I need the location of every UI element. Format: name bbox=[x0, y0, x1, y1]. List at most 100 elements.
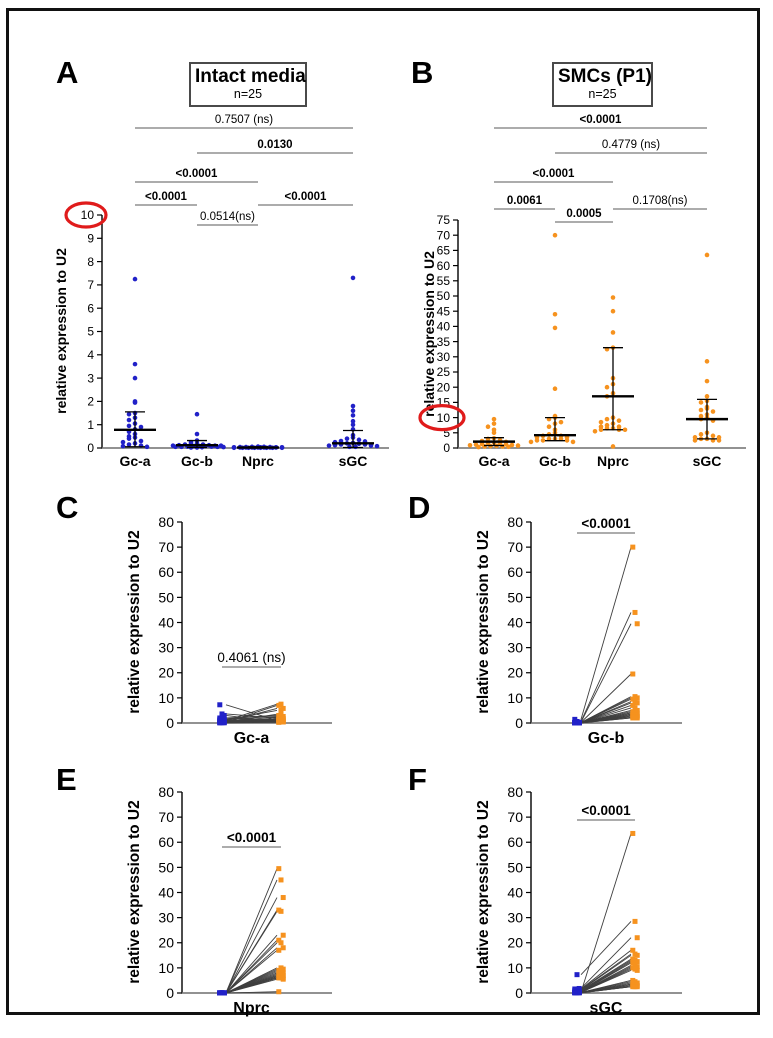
data-point bbox=[704, 378, 710, 384]
panel-d-letter: D bbox=[408, 490, 431, 525]
y-tick-label: 60 bbox=[507, 834, 523, 850]
data-point bbox=[610, 295, 616, 300]
data-point bbox=[509, 442, 515, 448]
data-point-right bbox=[634, 959, 640, 965]
category-label: Gc-a bbox=[234, 730, 270, 747]
data-point bbox=[622, 427, 628, 433]
pair-line bbox=[225, 897, 278, 994]
data-point bbox=[506, 444, 511, 450]
y-tick-label: 80 bbox=[507, 514, 523, 530]
data-point-right bbox=[630, 947, 636, 953]
pair-line bbox=[225, 911, 278, 994]
data-point bbox=[467, 442, 473, 448]
data-point-right bbox=[634, 935, 640, 941]
pair-line bbox=[580, 986, 632, 994]
panel-a-title-box: Intact media n=25 bbox=[189, 62, 307, 107]
pair-line bbox=[225, 978, 278, 994]
data-point-right bbox=[634, 964, 640, 970]
data-point-right bbox=[276, 937, 282, 943]
data-point bbox=[279, 445, 285, 451]
data-point bbox=[347, 444, 352, 450]
y-tick-label: 10 bbox=[437, 411, 451, 425]
pair-line bbox=[225, 934, 278, 994]
data-point bbox=[704, 252, 710, 258]
y-tick-label: 30 bbox=[158, 910, 174, 926]
y-tick-label: 20 bbox=[437, 380, 451, 394]
panel-e-chart: 0 10 20 30 40 50 60 70 80 relative expression to … bbox=[126, 784, 332, 1017]
y-tick-label: 0 bbox=[443, 441, 450, 455]
data-point bbox=[698, 432, 704, 437]
pair-line bbox=[225, 713, 278, 723]
y-tick-label: 30 bbox=[507, 910, 523, 926]
y-tick-label: 75 bbox=[437, 213, 451, 227]
pair-line bbox=[580, 673, 632, 723]
data-point-right bbox=[276, 866, 282, 872]
p-value-label: <0.0001 bbox=[581, 516, 631, 531]
category-label: Gc-b bbox=[181, 453, 213, 469]
y-tick-label: 9 bbox=[87, 232, 94, 246]
y-tick-label: 35 bbox=[437, 335, 451, 349]
data-point bbox=[552, 311, 558, 317]
data-point bbox=[698, 400, 704, 405]
y-tick-label: 10 bbox=[158, 690, 174, 706]
data-point bbox=[604, 384, 610, 390]
y-tick-label: 50 bbox=[507, 859, 523, 875]
pair-line bbox=[225, 879, 278, 994]
data-point bbox=[491, 421, 497, 426]
panel-f-chart: 0 10 20 30 40 50 60 70 80 relative expression to … bbox=[475, 784, 682, 1017]
y-tick-label: 30 bbox=[437, 350, 451, 364]
data-point-right bbox=[632, 609, 638, 615]
data-point bbox=[598, 419, 604, 425]
y-tick-label: 3 bbox=[87, 371, 94, 385]
panel-a-title: Intact media bbox=[195, 66, 306, 87]
pair-line bbox=[580, 546, 632, 720]
panel-a-letter: A bbox=[56, 55, 79, 90]
data-point bbox=[126, 442, 132, 447]
data-point bbox=[610, 330, 616, 335]
panel-b-letter: B bbox=[411, 55, 434, 90]
p-value-label: <0.0001 bbox=[580, 114, 622, 126]
data-point bbox=[592, 428, 598, 434]
p-value-label: <0.0001 bbox=[176, 168, 218, 180]
p-value-label: 0.1708(ns) bbox=[633, 195, 688, 207]
pair-line bbox=[580, 833, 632, 993]
y-tick-label: 10 bbox=[158, 960, 174, 976]
pair-line bbox=[225, 721, 278, 724]
panel-b-n-label: n=25 bbox=[588, 86, 617, 101]
data-point bbox=[350, 422, 356, 428]
data-point-right bbox=[280, 705, 286, 711]
data-point-right bbox=[278, 711, 284, 717]
data-point bbox=[598, 427, 604, 433]
pair-line bbox=[225, 704, 278, 723]
data-point-left bbox=[576, 720, 582, 726]
data-point-right bbox=[634, 952, 640, 958]
pair-line bbox=[225, 949, 278, 994]
p-value-label: 0.0061 bbox=[507, 195, 543, 207]
y-tick-label: 0 bbox=[166, 715, 174, 731]
data-point bbox=[374, 443, 380, 449]
pair-line bbox=[580, 717, 632, 724]
data-point bbox=[221, 444, 226, 450]
category-label: Nprc bbox=[242, 453, 274, 469]
data-point-right bbox=[276, 702, 282, 708]
data-point-right bbox=[280, 970, 286, 976]
y-tick-label: 60 bbox=[158, 564, 174, 580]
p-value-label: 0.0130 bbox=[257, 139, 292, 151]
y-tick-label: 0 bbox=[166, 985, 174, 1001]
data-point bbox=[350, 418, 356, 424]
data-point bbox=[132, 361, 138, 367]
y-tick-label: 0 bbox=[87, 441, 94, 455]
data-point bbox=[350, 413, 356, 418]
pair-line bbox=[580, 962, 632, 993]
data-point bbox=[476, 444, 481, 450]
data-point bbox=[132, 276, 138, 282]
data-point bbox=[344, 436, 350, 441]
y-tick-label: 10 bbox=[81, 208, 95, 222]
y-tick-label: 0 bbox=[515, 715, 523, 731]
y-tick-label: 70 bbox=[158, 539, 174, 555]
category-label: Gc-b bbox=[539, 453, 571, 469]
y-tick-label: 80 bbox=[158, 514, 174, 530]
data-point bbox=[500, 444, 505, 449]
y-tick-label: 8 bbox=[87, 255, 94, 269]
